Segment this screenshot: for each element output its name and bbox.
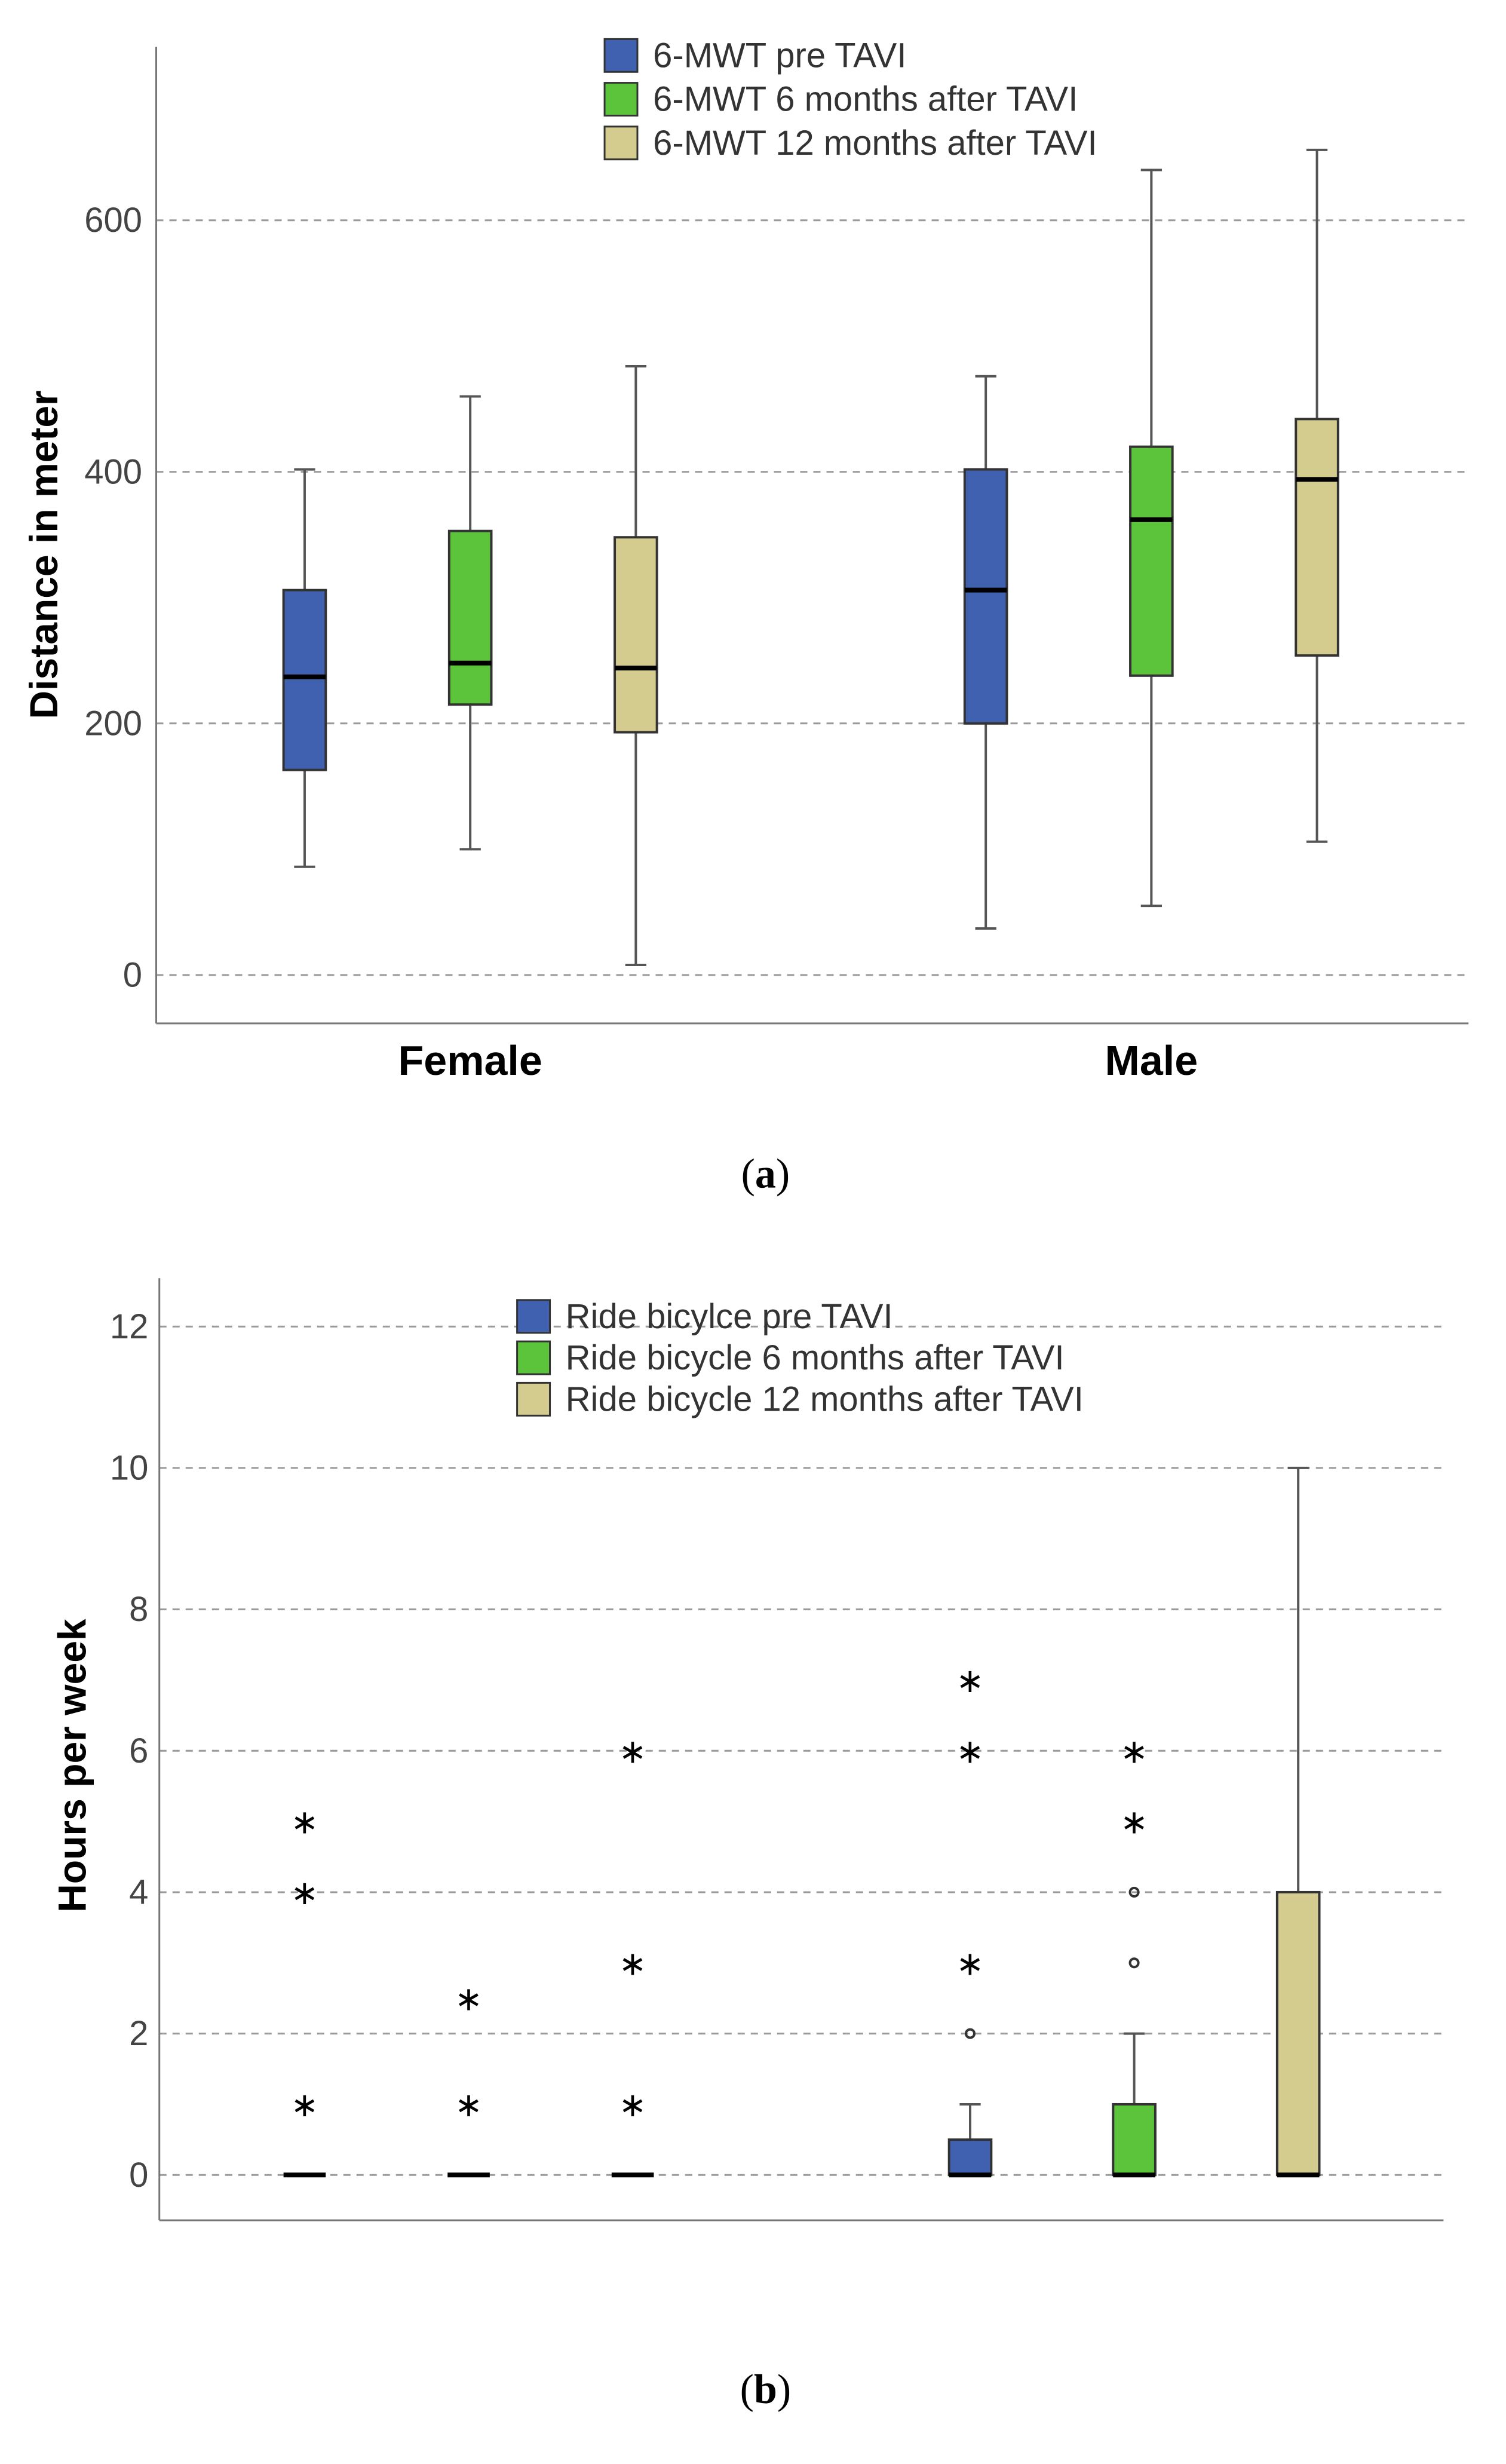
legend-swatch	[603, 82, 639, 117]
panel-b-caption: (b)	[740, 2367, 792, 2413]
legend-entry: Ride bicylce pre TAVI	[566, 1297, 893, 1336]
box-body	[963, 468, 1008, 725]
outlier-star: ∗	[290, 1874, 318, 1913]
legend-entry: 6-MWT 12 months after TAVI	[653, 124, 1097, 163]
outlier-star: ∗	[956, 1944, 984, 1983]
panel-a-y-tick-label: 600	[84, 201, 142, 240]
box-body	[1112, 2103, 1157, 2177]
panel-b-y-tick-label: 6	[129, 1731, 148, 1770]
panel-b-y-tick-label: 2	[129, 2014, 148, 2053]
caption-paren-close: )	[777, 2367, 791, 2413]
panel-b-y-axis-label: Hours per week	[50, 1619, 94, 1913]
panel-a-caption: (a)	[741, 1151, 790, 1197]
outlier-circle	[1128, 1886, 1140, 1898]
legend-swatch	[516, 1299, 551, 1334]
legend-entry: 6-MWT 6 months after TAVI	[653, 80, 1078, 119]
legend-entry: Ride bicycle 12 months after TAVI	[566, 1380, 1084, 1418]
outlier-circle	[1128, 1957, 1140, 1969]
outlier-star: ∗	[619, 1732, 647, 1771]
box-body	[947, 2138, 993, 2177]
box-body	[1295, 418, 1339, 657]
panel-a-y-tick-label: 400	[84, 452, 142, 491]
box-body	[1275, 1890, 1321, 2177]
caption-letter: b	[754, 2367, 777, 2413]
panel-a-box-pre-female	[282, 468, 327, 868]
legend-entry: 6-MWT pre TAVI	[653, 36, 906, 75]
panel-a-box-twelve-male	[1295, 148, 1339, 843]
panel-b-y-tick-label: 12	[110, 1307, 149, 1346]
outlier-star: ∗	[619, 2086, 647, 2125]
outlier-star: ∗	[290, 2086, 318, 2125]
outlier-star: ∗	[290, 1803, 318, 1842]
panel-b-box-twelve-male	[1275, 1466, 1321, 2178]
panel-a-box-six-male	[1129, 168, 1174, 908]
caption-paren-open: (	[740, 2367, 754, 2413]
box-body	[614, 536, 658, 734]
caption-paren-open: (	[741, 1151, 755, 1197]
panel-a-legend: 6-MWT pre TAVI 6-MWT 6 months after TAVI 6…	[603, 36, 1097, 163]
panel-b-box-twelve-female: ∗ ∗ ∗	[611, 1732, 654, 2178]
panel-a-y-tick-label: 200	[84, 704, 142, 743]
panel-b-y-tick-label: 10	[110, 1448, 149, 1487]
outlier-star: ∗	[455, 1979, 483, 2018]
panel-b-box-pre-female: ∗ ∗ ∗	[283, 1803, 326, 2178]
panel-b-box-six-male: ∗∗	[1112, 1732, 1157, 2178]
box-body	[447, 529, 493, 706]
panel-a-category-label: Female	[398, 1037, 542, 1084]
outlier-circle	[964, 2028, 976, 2039]
panel-a-box-twelve-female	[614, 364, 658, 967]
legend-swatch	[603, 38, 639, 73]
panel-a-box-pre-male	[963, 375, 1008, 930]
panel-a-y-tick-label: 0	[123, 955, 142, 994]
outlier-star: ∗	[1120, 1732, 1148, 1771]
panel-b-y-tick-label: 4	[129, 1872, 148, 1911]
box-body	[282, 589, 327, 771]
panel-a-box-six-female	[447, 395, 493, 851]
box-body	[1129, 445, 1174, 677]
legend-swatch	[516, 1381, 551, 1417]
panel-b-y-tick-label: 0	[129, 2156, 148, 2195]
panel-b-box-six-female: ∗∗	[447, 1979, 490, 2178]
outlier-star: ∗	[956, 1662, 984, 1700]
legend-swatch	[516, 1340, 551, 1375]
outlier-star: ∗	[619, 1944, 647, 1983]
panel-a-chart: 0 200 400 600 Distance in meter Female Male 6-M…	[22, 36, 1469, 1197]
legend-entry: Ride bicycle 6 months after TAVI	[566, 1338, 1065, 1377]
panel-a-y-axis-label: Distance in meter	[22, 390, 66, 719]
outlier-star: ∗	[956, 1732, 984, 1771]
outlier-star: ∗	[455, 2086, 483, 2125]
caption-letter: a	[755, 1151, 776, 1197]
outlier-star: ∗	[1120, 1803, 1148, 1842]
panel-a-category-label: Male	[1105, 1037, 1198, 1084]
panel-b-y-tick-label: 8	[129, 1590, 148, 1629]
caption-paren-close: )	[776, 1151, 790, 1197]
panel-b-box-pre-male: ∗ ∗ ∗	[947, 1662, 993, 2178]
legend-swatch	[603, 125, 639, 161]
